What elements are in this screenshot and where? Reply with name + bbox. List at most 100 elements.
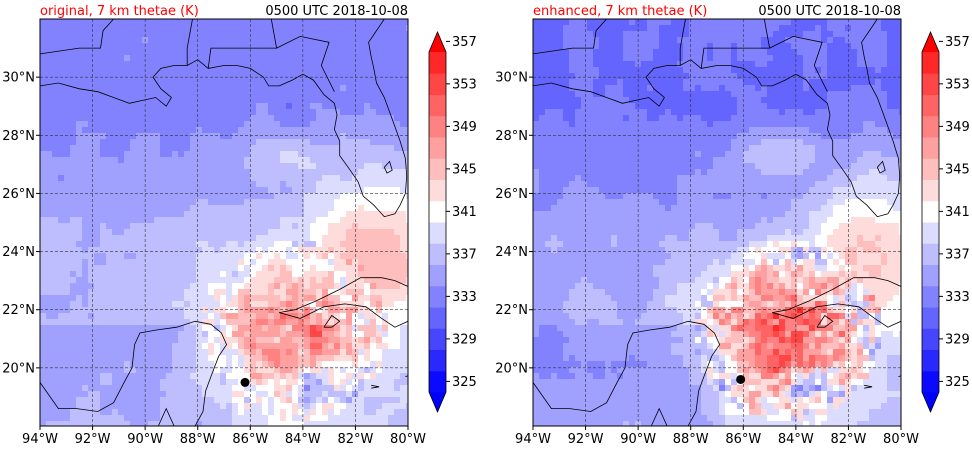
field-cell: [160, 61, 167, 68]
field-cell: [256, 181, 263, 188]
field-cell: [364, 331, 371, 338]
field-cell: [328, 187, 335, 194]
field-cell: [94, 331, 101, 338]
field-cell: [322, 295, 329, 302]
field-cell: [316, 31, 323, 38]
field-cell: [46, 31, 53, 38]
field-cell: [839, 79, 846, 86]
field-cell: [46, 211, 53, 218]
field-cell: [274, 325, 281, 332]
field-cell: [214, 151, 221, 158]
field-cell: [388, 133, 395, 140]
field-cell: [52, 349, 59, 356]
field-cell: [394, 139, 401, 146]
field-cell: [298, 97, 305, 104]
field-cell: [376, 289, 383, 296]
field-cell: [292, 319, 299, 326]
field-cell: [40, 409, 47, 416]
field-cell: [214, 205, 221, 212]
field-cell: [154, 169, 161, 176]
field-cell: [599, 85, 606, 92]
field-cell: [82, 181, 89, 188]
field-cell: [316, 235, 323, 242]
field-cell: [166, 229, 173, 236]
field-cell: [64, 259, 71, 266]
field-cell: [551, 85, 558, 92]
field-cell: [406, 37, 408, 44]
field-cell: [130, 19, 137, 26]
field-cell: [40, 25, 47, 32]
field-cell: [106, 145, 113, 152]
field-cell: [238, 343, 245, 350]
field-cell: [232, 103, 239, 110]
field-cell: [268, 313, 275, 320]
field-cell: [316, 163, 323, 170]
field-cell: [268, 121, 275, 128]
field-cell: [346, 343, 353, 350]
field-cell: [148, 151, 155, 158]
field-cell: [238, 145, 245, 152]
field-cell: [76, 103, 83, 110]
field-cell: [58, 19, 65, 26]
field-cell: [653, 55, 660, 62]
field-cell: [394, 235, 401, 242]
field-cell: [112, 127, 119, 134]
field-cell: [280, 337, 287, 344]
field-cell: [94, 169, 101, 176]
field-cell: [46, 97, 53, 104]
field-cell: [310, 283, 317, 290]
field-cell: [112, 211, 119, 218]
field-cell: [400, 247, 407, 254]
field-cell: [76, 127, 83, 134]
field-cell: [274, 379, 281, 386]
field-cell: [406, 397, 408, 404]
field-cell: [40, 373, 47, 380]
field-cell: [238, 277, 245, 284]
field-cell: [394, 241, 401, 248]
field-cell: [130, 97, 137, 104]
field-cell: [869, 55, 876, 62]
field-cell: [605, 43, 612, 50]
field-cell: [352, 199, 359, 206]
field-cell: [328, 343, 335, 350]
field-cell: [358, 25, 365, 32]
field-cell: [869, 49, 876, 56]
field-cell: [154, 133, 161, 140]
field-cell: [256, 241, 263, 248]
field-cell: [76, 79, 83, 86]
field-cell: [100, 127, 107, 134]
field-cell: [88, 67, 95, 74]
field-cell: [88, 133, 95, 140]
field-cell: [220, 181, 227, 188]
field-cell: [160, 385, 167, 392]
field-cell: [250, 409, 257, 416]
field-cell: [130, 199, 137, 206]
field-cell: [70, 85, 77, 92]
field-cell: [256, 247, 263, 254]
field-cell: [274, 385, 281, 392]
field-cell: [178, 97, 185, 104]
field-cell: [581, 79, 588, 86]
field-cell: [64, 235, 71, 242]
field-cell: [262, 145, 269, 152]
field-cell: [280, 91, 287, 98]
field-cell: [761, 61, 768, 68]
field-cell: [887, 43, 894, 50]
field-cell: [190, 211, 197, 218]
field-cell: [238, 361, 245, 368]
field-cell: [887, 31, 894, 38]
field-cell: [899, 43, 901, 50]
field-cell: [346, 91, 353, 98]
field-cell: [190, 265, 197, 272]
field-cell: [244, 157, 251, 164]
field-cell: [364, 187, 371, 194]
field-cell: [238, 403, 245, 410]
field-cell: [316, 397, 323, 404]
field-cell: [172, 145, 179, 152]
field-cell: [761, 31, 768, 38]
field-cell: [803, 73, 810, 80]
field-cell: [130, 319, 137, 326]
field-cell: [298, 49, 305, 56]
field-cell: [358, 163, 365, 170]
field-cell: [256, 307, 263, 314]
